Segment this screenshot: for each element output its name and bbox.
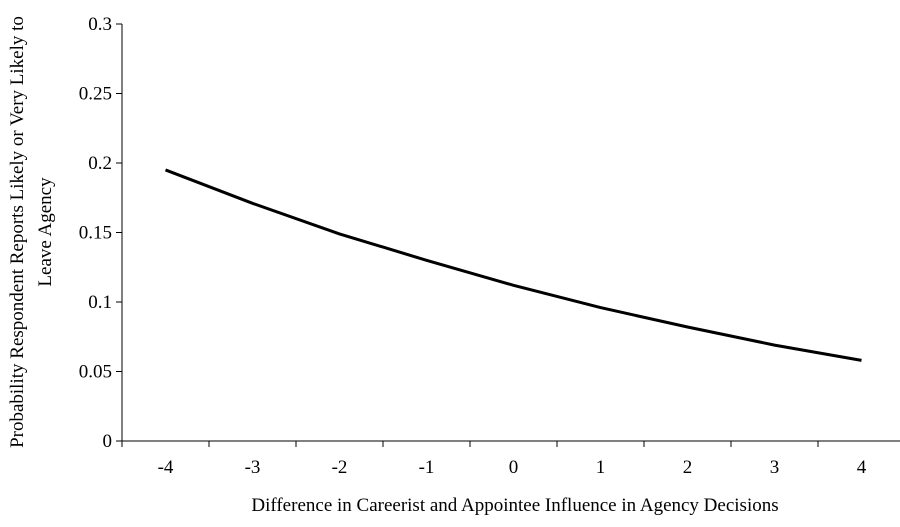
x-tick-label: -4 bbox=[158, 457, 174, 478]
x-tick-label: -3 bbox=[245, 457, 261, 478]
y-tick-label: 0.1 bbox=[88, 292, 112, 313]
y-tick-label: 0 bbox=[103, 431, 113, 452]
y-tick-label: 0.25 bbox=[79, 84, 112, 105]
x-tick-label: 4 bbox=[857, 457, 867, 478]
x-tick-label: 0 bbox=[509, 457, 519, 478]
y-axis-label: Probability Respondent Reports Likely or… bbox=[7, 16, 28, 448]
x-tick-label: -2 bbox=[332, 457, 348, 478]
x-tick-label: 3 bbox=[770, 457, 780, 478]
line bbox=[164, 168, 862, 362]
y-axis-label: Leave Agency bbox=[35, 177, 56, 287]
y-tick-label: 0.3 bbox=[88, 14, 112, 35]
x-tick-label: -1 bbox=[419, 457, 435, 478]
x-tick-label: 2 bbox=[683, 457, 693, 478]
y-tick-label: 0.2 bbox=[88, 153, 112, 174]
y-tick-label: 0.15 bbox=[79, 223, 112, 244]
x-axis-label: Difference in Careerist and Appointee In… bbox=[251, 495, 778, 516]
y-tick-label: 0.05 bbox=[79, 362, 112, 383]
x-tick-label: 1 bbox=[596, 457, 606, 478]
